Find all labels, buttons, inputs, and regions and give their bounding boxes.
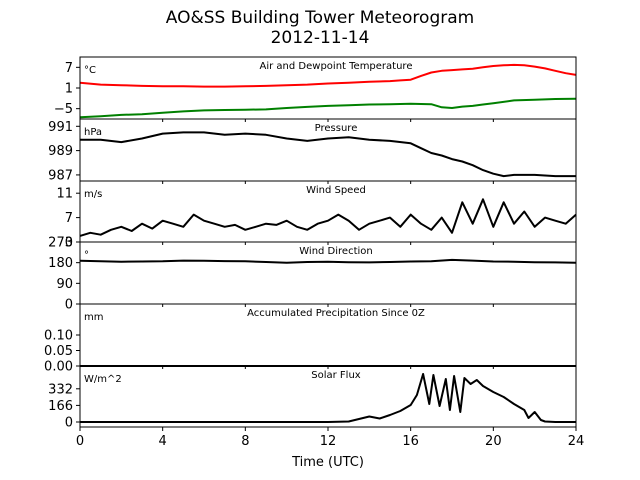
series-line-3-1 xyxy=(79,198,577,237)
x-tick-label-6: 20 xyxy=(485,434,502,449)
x-tick-label-3: 8 xyxy=(241,434,249,449)
panel-unit-4: ° xyxy=(84,250,89,261)
panel-unit-1: °C xyxy=(84,65,96,76)
panel-title-5: Accumulated Precipitation Since 0Z xyxy=(247,308,425,319)
series-line-6-1 xyxy=(80,373,576,423)
y-tick-label-2-3: 987 xyxy=(48,168,73,183)
series-line-1-2 xyxy=(79,97,577,119)
y-tick-label-4-1: 270 xyxy=(48,236,73,251)
y-tick-label-4-3: 90 xyxy=(56,277,73,292)
y-tick-label-5-3: 0.00 xyxy=(44,360,73,375)
y-tick-label-3-3: 3 xyxy=(65,236,73,251)
x-tick-label-7: 24 xyxy=(568,434,585,449)
panel-title-6: Solar Flux xyxy=(311,370,361,381)
y-tick-label-1-1: 7 xyxy=(65,61,73,76)
panel-title-4: Wind Direction xyxy=(299,246,373,257)
series-line-2-1 xyxy=(80,131,576,178)
y-tick-label-6-1: 332 xyxy=(48,382,73,397)
y-tick-label-3-1: 11 xyxy=(56,187,73,202)
panel-title-3: Wind Speed xyxy=(306,185,366,196)
series-line-1-1 xyxy=(79,63,577,88)
x-tick-label-5: 16 xyxy=(402,434,419,449)
y-tick-label-5-1: 0.10 xyxy=(44,329,73,344)
panel-unit-5: mm xyxy=(84,312,103,323)
y-tick-label-1-3: −5 xyxy=(54,102,73,117)
panel-unit-2: hPa xyxy=(84,127,102,138)
x-tick-label-4: 12 xyxy=(320,434,337,449)
x-axis-label: Time (UTC) xyxy=(291,455,364,470)
panel-unit-6: W/m^2 xyxy=(84,374,122,385)
y-tick-label-2-2: 989 xyxy=(48,144,73,159)
panel-unit-3: m/s xyxy=(84,189,102,200)
figure-title: AO&SS Building Tower Meteorogram xyxy=(165,8,475,28)
x-tick-label-1: 0 xyxy=(76,434,84,449)
y-tick-label-3-2: 7 xyxy=(65,211,73,226)
y-tick-label-4-4: 0 xyxy=(65,298,73,313)
x-tick-label-2: 4 xyxy=(159,434,167,449)
panel-title-2: Pressure xyxy=(315,123,358,134)
y-tick-label-5-2: 0.05 xyxy=(44,344,73,359)
panel-title-1: Air and Dewpoint Temperature xyxy=(260,61,413,72)
y-tick-label-6-2: 166 xyxy=(48,399,73,414)
figure-subtitle: 2012-11-14 xyxy=(270,28,370,48)
series-line-4-1 xyxy=(79,258,577,264)
y-tick-label-4-2: 180 xyxy=(48,256,73,271)
y-tick-label-6-3: 0 xyxy=(65,416,73,431)
y-tick-label-2-1: 991 xyxy=(48,120,73,135)
y-tick-label-1-2: 1 xyxy=(65,82,73,97)
